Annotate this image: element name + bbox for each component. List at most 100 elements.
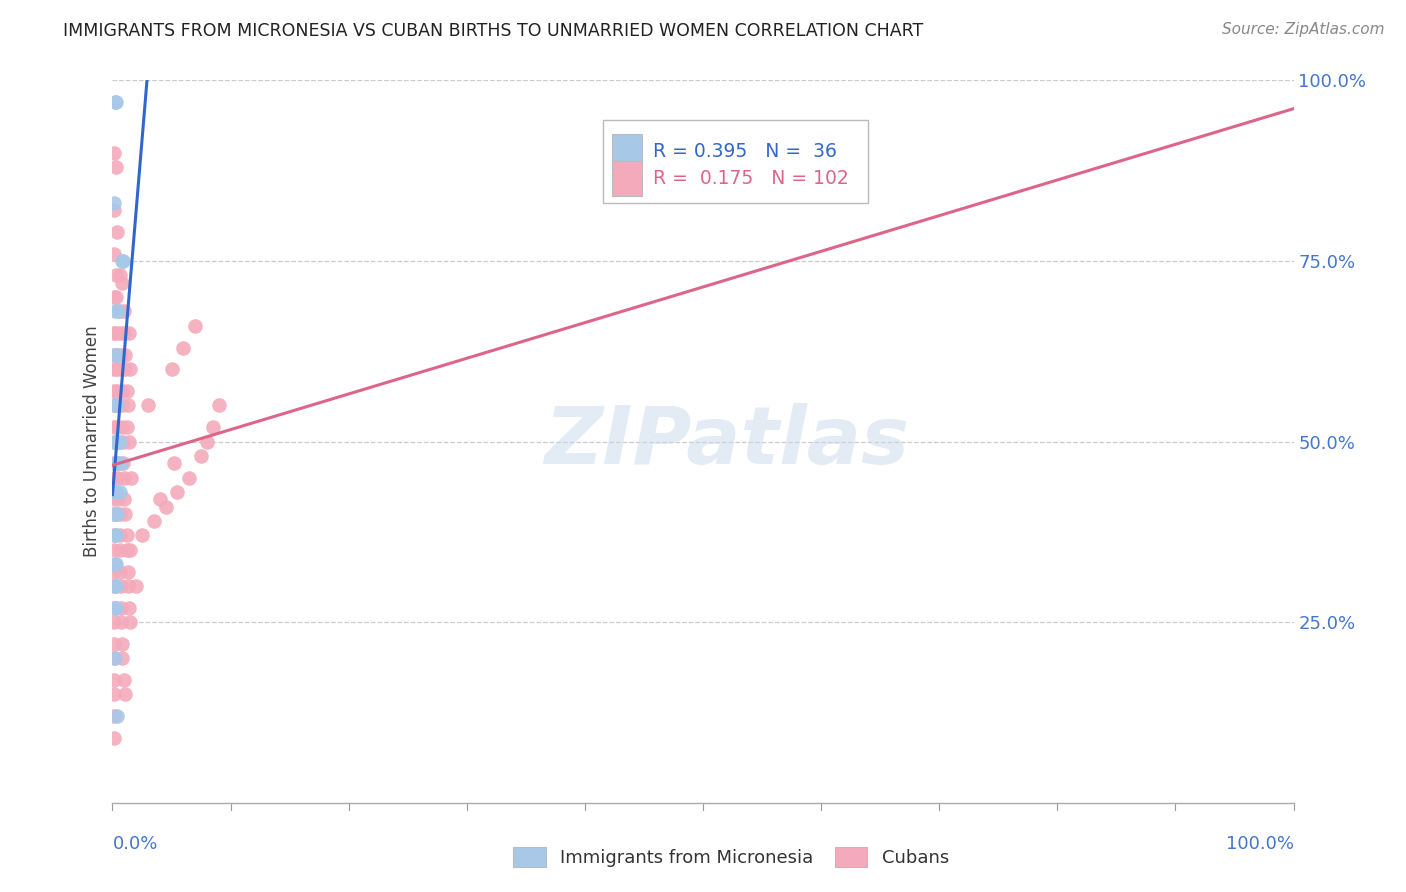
Point: [104, 434, 127, 449]
Text: Source: ZipAtlas.com: Source: ZipAtlas.com: [1222, 22, 1385, 37]
Point: [107, 492, 129, 507]
Point: [103, 600, 125, 615]
Point: [117, 579, 139, 593]
Point: [103, 196, 125, 211]
Point: [103, 290, 125, 304]
Point: [114, 687, 136, 701]
Point: [103, 362, 125, 376]
Point: [104, 579, 127, 593]
Point: [111, 398, 134, 412]
Point: [105, 456, 128, 470]
Point: [111, 253, 134, 268]
Point: [149, 492, 172, 507]
Point: [195, 434, 218, 449]
Point: [105, 160, 128, 174]
Point: [118, 600, 141, 615]
Point: [103, 637, 125, 651]
Point: [107, 304, 129, 318]
Point: [118, 326, 141, 340]
FancyBboxPatch shape: [603, 120, 869, 203]
Point: [105, 95, 128, 109]
Point: [131, 528, 153, 542]
Text: ZIPatlas: ZIPatlas: [544, 402, 910, 481]
Point: [103, 507, 125, 521]
Point: [105, 398, 128, 412]
Point: [160, 362, 183, 376]
Point: [103, 731, 125, 745]
Point: [103, 528, 125, 542]
Point: [105, 579, 128, 593]
Point: [111, 637, 134, 651]
Text: R = 0.395   N =  36: R = 0.395 N = 36: [654, 142, 837, 161]
Point: [108, 304, 131, 318]
Point: [111, 651, 134, 665]
Point: [208, 398, 231, 412]
Point: [104, 348, 127, 362]
Point: [104, 485, 127, 500]
Point: [103, 456, 125, 470]
Point: [104, 528, 127, 542]
Point: [103, 348, 125, 362]
Point: [105, 456, 128, 470]
Point: [105, 348, 128, 362]
Point: [110, 456, 132, 470]
Point: [105, 290, 128, 304]
Point: [103, 687, 125, 701]
Point: [108, 528, 131, 542]
Point: [104, 398, 127, 412]
Point: [105, 268, 128, 283]
Point: [105, 558, 128, 572]
Point: [105, 434, 128, 449]
Point: [115, 384, 138, 398]
Point: [112, 456, 135, 470]
Point: [107, 456, 129, 470]
Point: [190, 449, 212, 463]
Point: [108, 326, 131, 340]
Y-axis label: Births to Unmarried Women: Births to Unmarried Women: [83, 326, 101, 558]
Text: IMMIGRANTS FROM MICRONESIA VS CUBAN BIRTHS TO UNMARRIED WOMEN CORRELATION CHART: IMMIGRANTS FROM MICRONESIA VS CUBAN BIRT…: [63, 22, 924, 40]
Point: [103, 145, 125, 160]
FancyBboxPatch shape: [612, 161, 641, 195]
Point: [105, 362, 128, 376]
Point: [112, 304, 135, 318]
Point: [105, 348, 128, 362]
Point: [125, 579, 148, 593]
Point: [105, 507, 128, 521]
FancyBboxPatch shape: [612, 135, 641, 169]
Point: [103, 470, 125, 484]
Point: [120, 615, 142, 630]
Point: [108, 485, 131, 500]
Point: [111, 276, 134, 290]
Point: [201, 420, 224, 434]
Point: [110, 579, 132, 593]
Point: [184, 318, 207, 333]
Point: [111, 420, 134, 434]
Point: [105, 528, 128, 542]
Text: R =  0.175   N = 102: R = 0.175 N = 102: [654, 169, 849, 187]
Point: [103, 542, 125, 557]
Point: [120, 542, 142, 557]
Point: [105, 384, 128, 398]
Point: [110, 615, 132, 630]
Point: [142, 514, 165, 528]
Point: [105, 398, 128, 412]
Point: [120, 362, 142, 376]
Point: [105, 434, 128, 449]
Point: [105, 225, 128, 239]
Point: [108, 434, 131, 449]
Point: [103, 651, 125, 665]
Point: [105, 709, 128, 723]
Point: [166, 485, 188, 500]
Point: [104, 456, 127, 470]
Point: [103, 384, 125, 398]
Point: [163, 456, 186, 470]
Point: [114, 348, 136, 362]
Point: [104, 95, 127, 109]
Point: [108, 268, 131, 283]
Point: [112, 326, 135, 340]
Point: [103, 673, 125, 687]
Point: [112, 492, 135, 507]
Point: [107, 470, 129, 484]
Point: [172, 341, 194, 355]
Point: [103, 709, 125, 723]
